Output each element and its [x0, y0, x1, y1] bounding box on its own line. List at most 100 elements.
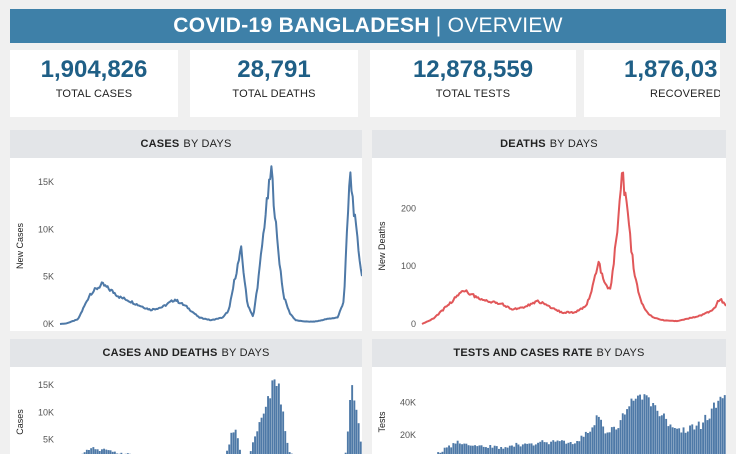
bar	[443, 447, 446, 454]
bar	[591, 427, 594, 454]
bar	[630, 398, 633, 454]
bar	[539, 441, 542, 454]
bar	[552, 440, 555, 454]
bar	[602, 426, 605, 454]
bar	[693, 429, 696, 454]
bar	[528, 443, 531, 454]
y-tick-label: 0K	[43, 319, 54, 329]
bar	[619, 420, 622, 454]
bar	[574, 443, 576, 454]
panel-title-bold: TESTS AND CASES RATE	[453, 347, 593, 359]
bar	[260, 417, 263, 454]
bar	[476, 446, 479, 454]
bar	[226, 450, 228, 454]
bar	[593, 425, 596, 454]
bar	[269, 398, 272, 454]
deaths-line-chart: New Deaths 0 100 200	[377, 171, 726, 329]
bar	[491, 447, 494, 454]
bar	[232, 432, 235, 454]
y-axis-label: Tests	[377, 411, 387, 433]
bar	[517, 444, 520, 454]
y-tick-label: 0	[411, 319, 416, 329]
bar	[515, 442, 518, 454]
bar	[587, 433, 589, 454]
bar	[534, 444, 537, 454]
bar	[467, 445, 470, 454]
bar	[465, 443, 468, 454]
panel-tests-and-cases-rate: TESTS AND CASES RATE BY DAYS Tests 20K 40K	[372, 339, 726, 454]
bar	[678, 428, 681, 454]
bar	[524, 443, 526, 454]
y-tick-label: 200	[401, 203, 416, 213]
bar	[264, 406, 267, 454]
bar	[617, 428, 620, 454]
cases-deaths-bar-chart: Cases 5K 10K 15K	[15, 379, 362, 454]
bar	[647, 397, 650, 454]
y-tick-label: 100	[401, 261, 416, 271]
bar	[639, 394, 641, 454]
bar	[474, 445, 476, 454]
y-tick-label: 40K	[400, 398, 416, 408]
bar	[454, 443, 457, 454]
y-tick-label: 5K	[43, 272, 54, 282]
kpi-total-tests: 12,878,559 TOTAL TESTS	[370, 50, 576, 117]
bar	[236, 438, 239, 454]
bar	[684, 432, 687, 454]
kpi-total-cases: 1,904,826 TOTAL CASES	[10, 50, 178, 117]
bar	[589, 431, 592, 454]
panel-title: CASES AND DEATHS BY DAYS	[10, 339, 362, 367]
bar	[511, 445, 513, 454]
bar	[526, 443, 529, 454]
y-axis-label: New Cases	[15, 222, 25, 269]
kpi-value: 1,876,03	[624, 56, 718, 83]
bar	[613, 426, 615, 454]
bar	[461, 444, 463, 454]
bar	[584, 431, 587, 454]
bar	[571, 444, 574, 454]
panel-title-rest: BY DAYS	[183, 138, 232, 150]
bar	[228, 444, 231, 454]
bar	[645, 395, 648, 454]
bar	[582, 436, 585, 454]
bar	[676, 428, 678, 454]
bar	[101, 449, 103, 454]
y-tick-label: 20K	[400, 430, 416, 440]
header-separator: |	[435, 14, 442, 37]
bar	[346, 431, 349, 454]
bar	[359, 441, 362, 454]
bar	[445, 447, 448, 454]
panel-title: DEATHS BY DAYS	[372, 130, 726, 158]
series-line	[421, 171, 726, 325]
bar	[109, 450, 112, 454]
bar	[565, 443, 568, 454]
panel-title: CASES BY DAYS	[10, 130, 362, 158]
bar	[561, 440, 563, 454]
bar	[567, 442, 570, 454]
bar	[608, 432, 611, 454]
bar	[563, 440, 565, 454]
kpi-recovered: 1,876,03 RECOVERED	[584, 50, 720, 117]
bar	[458, 443, 461, 454]
bar	[480, 445, 483, 454]
bar	[275, 386, 278, 454]
bar	[485, 447, 487, 454]
bar	[576, 441, 579, 454]
kpi-label: RECOVERED	[650, 88, 720, 100]
bar	[344, 452, 347, 454]
bar	[271, 380, 274, 454]
bar	[256, 431, 259, 454]
panel-cases-by-days: CASES BY DAYS New Cases 0K 5K 10K 15K	[10, 130, 362, 331]
bar	[704, 414, 707, 454]
bar	[493, 445, 496, 454]
bar	[355, 409, 358, 454]
bar	[597, 416, 600, 454]
bar	[450, 447, 453, 454]
bar	[543, 442, 546, 454]
bar	[120, 452, 123, 454]
y-tick-label: 5K	[43, 435, 54, 445]
bar	[489, 445, 492, 454]
bar	[448, 445, 450, 454]
bar	[621, 413, 624, 454]
bar	[351, 385, 354, 454]
bar	[230, 432, 233, 454]
